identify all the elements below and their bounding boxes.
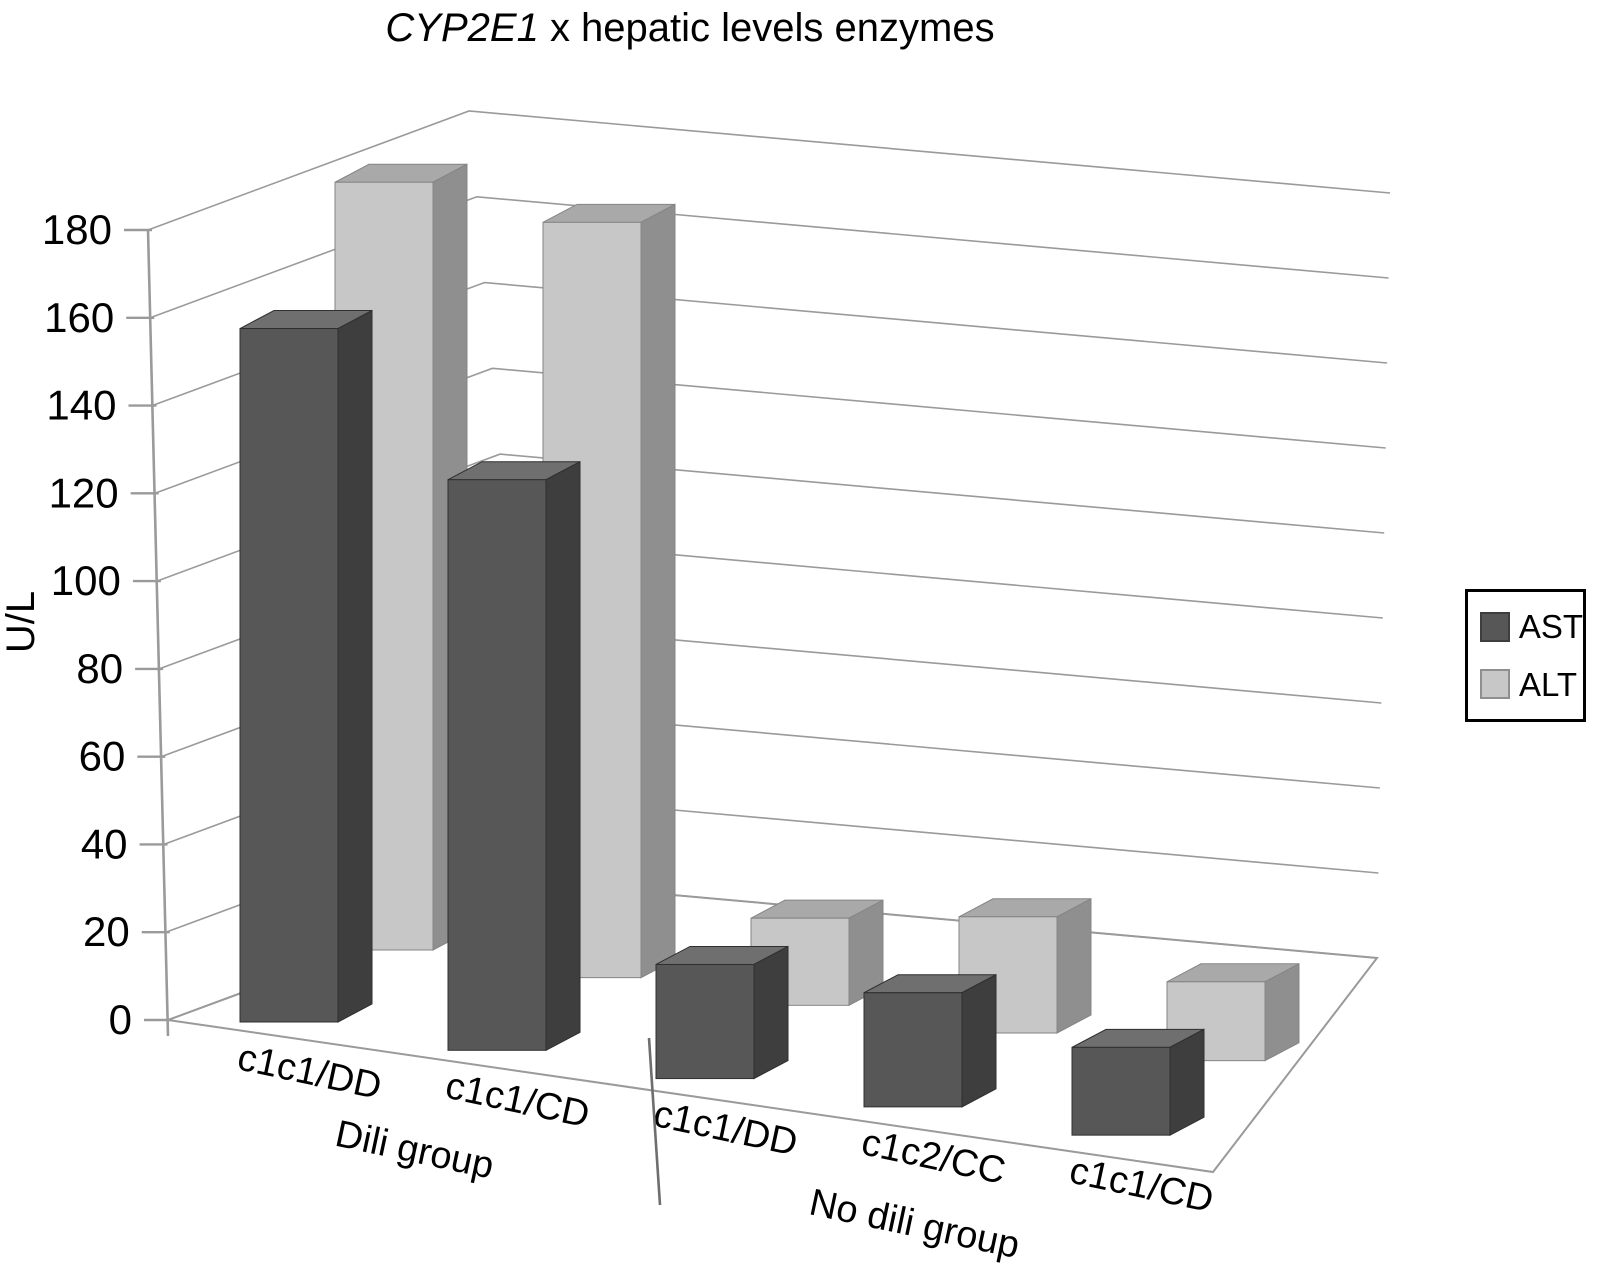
- legend-item-ast: AST: [1480, 610, 1583, 643]
- legend: AST ALT: [1465, 589, 1586, 722]
- legend-label-ast: AST: [1518, 608, 1583, 646]
- alt-swatch-icon: [1480, 669, 1510, 700]
- bar-side-face: [1169, 1028, 1205, 1136]
- grid-line: [149, 195, 1389, 319]
- bar-ast-4: [1071, 1028, 1205, 1136]
- grid-line: [147, 110, 1391, 231]
- bar-side-face: [961, 973, 997, 1108]
- y-tick-label: 140: [46, 382, 116, 429]
- y-tick-label: 180: [42, 206, 112, 253]
- bar-front-face: [863, 992, 963, 1108]
- y-tick-label: 40: [81, 820, 128, 867]
- bar-ast-2: [655, 945, 789, 1080]
- legend-item-alt: ALT: [1480, 668, 1583, 701]
- bar-ast-3: [863, 973, 997, 1108]
- x-group-label: No dili group: [806, 1182, 1023, 1267]
- y-tick-label: 120: [49, 469, 119, 516]
- chart-title-rest: x hepatic levels enzymes: [538, 6, 995, 50]
- bar-side-face: [337, 309, 373, 1023]
- y-tick-label: 80: [76, 645, 123, 692]
- y-axis-line: [146, 229, 170, 1037]
- bar-alt-4: [1166, 962, 1300, 1062]
- chart-title-gene: CYP2E1: [385, 6, 539, 50]
- y-tick-label: 100: [51, 557, 121, 604]
- x-group-label: Dili group: [332, 1113, 498, 1187]
- chart-title: CYP2E1 x hepatic levels enzymes: [0, 6, 1380, 51]
- legend-label-alt: ALT: [1519, 665, 1578, 703]
- ast-swatch-icon: [1480, 611, 1510, 642]
- y-tick-label: 60: [79, 733, 126, 780]
- y-tick-label: 0: [109, 996, 132, 1043]
- bar-side-face: [1056, 897, 1092, 1034]
- bar-ast-1: [447, 460, 581, 1052]
- y-tick-label: 160: [44, 294, 114, 341]
- bar-front-face: [655, 963, 755, 1080]
- bar-ast-0: [239, 309, 373, 1023]
- y-tick-label: 20: [83, 908, 130, 955]
- group-separator-line: [647, 1037, 662, 1206]
- bar-front-face: [1071, 1046, 1171, 1136]
- y-axis-title: U/L: [0, 591, 43, 653]
- bar-side-face: [545, 460, 581, 1052]
- bar-side-face: [640, 203, 676, 979]
- y-axis-ticks: 0 20 40 60 80 100 120 140 160 180: [42, 206, 172, 1043]
- bar-front-face: [447, 479, 547, 1051]
- bar-side-face: [753, 945, 789, 1080]
- bar-front-face: [239, 328, 339, 1023]
